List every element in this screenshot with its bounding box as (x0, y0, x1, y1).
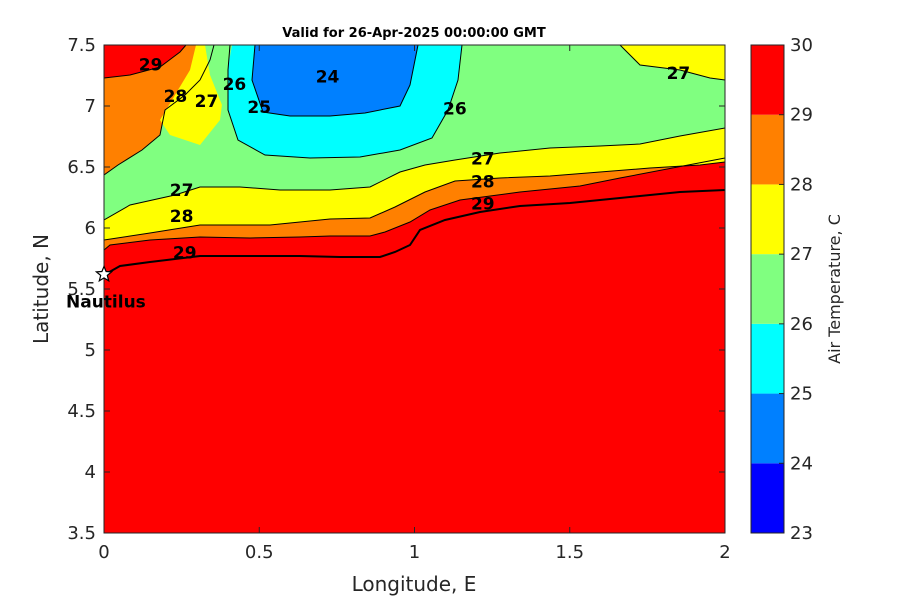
contour-label: 28 (164, 87, 188, 107)
contour-line-upper-left-29 (104, 45, 187, 79)
y-tick-label: 5.5 (67, 279, 96, 300)
x-tick-label: 0.5 (245, 542, 274, 563)
contour-label: 27 (471, 149, 495, 169)
markers: Nautilus (66, 264, 146, 312)
contour-label: 26 (223, 75, 247, 95)
y-tick-label: 3.5 (67, 523, 96, 544)
colorbar-tick-label: 27 (790, 244, 813, 265)
colorbar-label: Air Temperature, C (825, 214, 844, 364)
y-tick-label: 6.5 (67, 157, 96, 178)
colorbar-tick-label: 23 (790, 523, 813, 544)
x-tick-label: 0 (98, 542, 109, 563)
contour-line-26 (227, 45, 463, 159)
colorbar-swatch (751, 254, 784, 324)
contour-line-upper-left-28 (104, 45, 215, 176)
contour-label: 29 (139, 56, 163, 76)
warm-tongue-29 (104, 45, 186, 78)
colorbar-swatch (751, 463, 784, 533)
colorbar-tick-label: 29 (790, 105, 813, 126)
contour-label: 27 (667, 64, 691, 84)
y-axis-label: Latitude, N (29, 234, 53, 344)
contour-label: 29 (173, 243, 197, 263)
x-tick-label: 1.5 (555, 542, 584, 563)
colorbar: 23 24 25 26 27 28 29 30 (750, 35, 813, 544)
contour-line-28 (104, 161, 725, 241)
contour-line-25 (251, 45, 419, 117)
colorbar-swatch (751, 45, 784, 115)
y-tick-label: 4.5 (67, 401, 96, 422)
chart-title: Valid for 26-Apr-2025 00:00:00 GMT (282, 26, 546, 41)
contour-label: 24 (316, 68, 340, 88)
colorbar-tick-label: 28 (790, 174, 813, 195)
contour-label: 28 (170, 207, 194, 227)
y-tick-label: 5 (85, 340, 96, 361)
contour-label: 28 (471, 173, 495, 193)
colorbar-tick-label: 24 (790, 453, 813, 474)
colorbar-tick-label: 30 (790, 35, 813, 56)
y-tick-label: 4 (85, 462, 96, 483)
coastline (104, 189, 725, 276)
marker-label: Nautilus (66, 292, 146, 312)
colorbar-tick-label: 25 (790, 384, 813, 405)
y-axis: 3.5 4 4.5 5 5.5 6 6.5 7 7.5 (67, 35, 725, 544)
contour-lines (104, 45, 725, 251)
x-axis: 0 0.5 1 1.5 2 (98, 45, 731, 563)
plot-area (104, 45, 725, 533)
contour-label: 29 (471, 195, 495, 215)
star-marker (94, 264, 114, 283)
x-axis-label: Longitude, E (352, 572, 477, 596)
y-tick-label: 6 (85, 218, 96, 239)
contour-label: 27 (170, 181, 194, 201)
colorbar-swatch (751, 393, 784, 464)
contour-line-upper-right-27 (619, 45, 725, 81)
contour-label: 27 (195, 92, 219, 112)
colorbar-frame (750, 44, 785, 534)
contour-line-29 (104, 157, 725, 251)
colorbar-tick-label: 26 (790, 314, 813, 335)
y-tick-label: 7.5 (67, 35, 96, 56)
colorbar-swatch (751, 184, 784, 255)
contour-line-27 (104, 127, 725, 221)
y-tick-label: 7 (85, 96, 96, 117)
colorbar-swatch (751, 114, 784, 185)
colorbar-swatch (751, 323, 784, 394)
green-patch-upper-left (205, 45, 232, 105)
x-tick-label: 2 (719, 542, 730, 563)
contour-label: 26 (443, 99, 467, 119)
yellow-patch-upper-right (620, 45, 725, 80)
level-band-24 (252, 45, 418, 116)
x-tick-label: 1 (409, 542, 420, 563)
contour-label: 25 (247, 98, 271, 118)
